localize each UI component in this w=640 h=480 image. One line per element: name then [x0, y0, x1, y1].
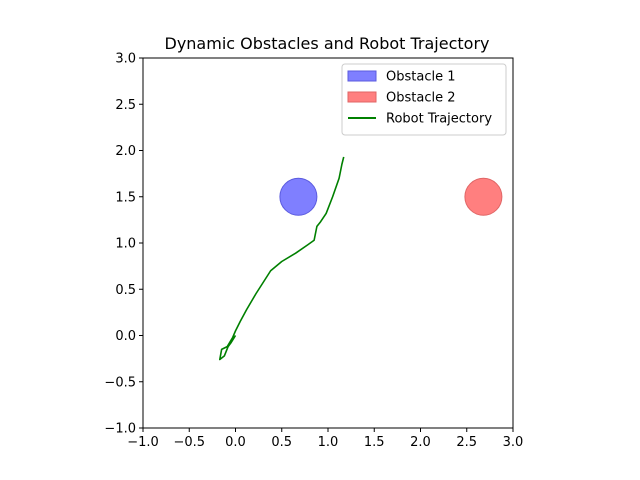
robot-trajectory-line [218, 156, 345, 361]
chart-title: Dynamic Obstacles and Robot Trajectory [165, 34, 490, 53]
x-tick-label: 0.0 [225, 435, 246, 450]
y-tick-label: −0.5 [104, 375, 136, 390]
x-tick-label: 1.5 [364, 435, 385, 450]
x-tick-label: 2.0 [410, 435, 431, 450]
x-tick-label: 0.5 [271, 435, 292, 450]
legend-swatch-1 [347, 70, 377, 82]
y-tick-label: 0.5 [115, 283, 136, 298]
y-tick-label: 1.0 [115, 237, 136, 252]
y-tick-label: 3.0 [115, 52, 136, 67]
x-tick-label: −1.0 [127, 435, 159, 450]
legend-label: Robot Trajectory [386, 112, 492, 127]
obstacle-2-circle [464, 177, 503, 216]
x-tick-label: 1.0 [318, 435, 339, 450]
x-tick-label: −0.5 [173, 435, 205, 450]
y-tick-label: 0.0 [115, 329, 136, 344]
x-tick-label: 2.5 [456, 435, 477, 450]
legend-swatch-2 [347, 91, 377, 103]
y-tick-label: 2.0 [115, 144, 136, 159]
obstacle-1-circle [279, 177, 318, 216]
x-tick-label: 3.0 [503, 435, 524, 450]
y-tick-label: −1.0 [104, 422, 136, 437]
y-tick-label: 1.5 [115, 190, 136, 205]
legend-label: Obstacle 1 [386, 70, 455, 85]
legend-box [341, 63, 507, 136]
legend-label: Obstacle 2 [386, 91, 455, 106]
y-tick-label: 2.5 [115, 98, 136, 113]
legend: Obstacle 1 Obstacle 2 Robot Trajectory [341, 63, 507, 136]
